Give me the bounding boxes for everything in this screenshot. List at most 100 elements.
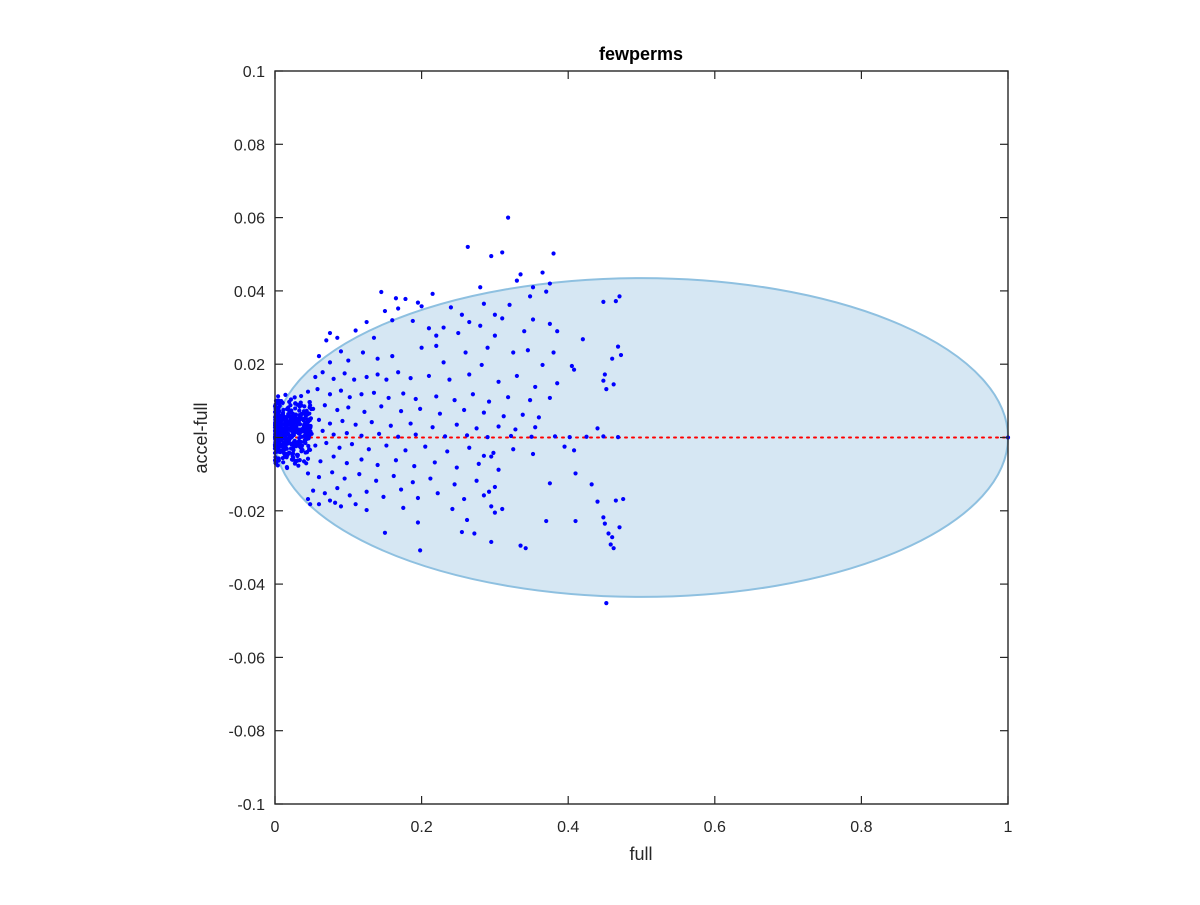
data-point — [316, 474, 322, 480]
data-point — [284, 455, 289, 460]
data-point — [403, 296, 408, 302]
data-point — [386, 395, 391, 401]
data-point — [410, 480, 415, 485]
data-point — [415, 520, 421, 525]
data-point — [441, 325, 446, 330]
data-point — [283, 392, 288, 398]
data-point — [465, 244, 470, 250]
data-point — [481, 493, 486, 498]
data-point — [470, 392, 476, 397]
data-point — [275, 463, 280, 468]
data-point — [514, 278, 519, 283]
data-point — [315, 387, 320, 392]
data-point — [306, 417, 311, 422]
data-point — [342, 371, 347, 376]
data-point — [604, 387, 609, 392]
data-point — [472, 531, 477, 536]
ticks-layer: 0 0.2 0.4 0.6 0.8 1 -0.1 -0.08 -0.06 -0.04 -0.02 0 0… — [229, 64, 1013, 836]
data-point — [320, 428, 325, 433]
data-point — [276, 433, 281, 438]
x-tick-label: 1 — [1004, 819, 1013, 836]
y-tick-label: 0.1 — [243, 64, 265, 81]
data-point — [522, 329, 527, 334]
data-point — [547, 281, 552, 286]
data-point — [601, 299, 606, 304]
data-point — [292, 395, 297, 400]
data-point — [275, 394, 281, 399]
data-point — [293, 401, 298, 406]
data-point — [398, 409, 404, 414]
data-point — [540, 270, 545, 275]
data-point — [552, 434, 558, 439]
data-point — [602, 521, 607, 526]
data-point — [419, 304, 424, 309]
data-point — [303, 440, 308, 446]
data-point — [530, 285, 536, 290]
x-tick-label: 0.2 — [410, 819, 432, 836]
data-point — [294, 427, 299, 432]
data-point — [299, 449, 304, 454]
data-point — [292, 420, 297, 425]
data-point — [307, 447, 312, 452]
data-point — [293, 444, 299, 449]
data-point — [313, 374, 318, 380]
data-point — [280, 434, 286, 440]
data-point — [615, 435, 621, 440]
y-tick-label: 0.04 — [234, 284, 265, 301]
data-point — [432, 460, 437, 465]
data-point — [496, 467, 501, 472]
data-point — [331, 454, 336, 459]
data-point — [360, 350, 366, 355]
data-point — [390, 318, 395, 323]
data-point — [523, 546, 528, 551]
data-point — [288, 446, 294, 451]
data-point — [611, 546, 616, 551]
data-point — [601, 515, 606, 520]
data-point — [282, 446, 288, 452]
data-point — [384, 377, 389, 382]
data-point — [316, 502, 322, 507]
data-point — [547, 321, 552, 326]
data-point — [276, 456, 281, 461]
data-point — [613, 498, 618, 503]
data-point — [359, 457, 364, 462]
data-point — [580, 337, 585, 342]
data-point — [352, 377, 357, 382]
data-point — [544, 518, 549, 524]
data-point — [282, 428, 288, 433]
data-point — [353, 502, 358, 507]
data-point — [330, 470, 335, 475]
data-point — [364, 319, 369, 325]
data-point — [492, 312, 497, 317]
data-point — [454, 465, 459, 470]
data-point — [398, 487, 404, 492]
data-point — [324, 440, 329, 446]
y-tick-label: 0.06 — [234, 211, 265, 228]
data-point — [606, 531, 611, 536]
data-point — [296, 463, 301, 468]
data-point — [276, 412, 281, 417]
data-point — [299, 403, 304, 408]
data-point — [305, 436, 310, 441]
data-point — [547, 481, 552, 486]
data-point — [608, 542, 613, 547]
data-point — [401, 391, 406, 396]
data-point — [533, 384, 538, 390]
data-point — [485, 435, 490, 440]
data-point — [362, 409, 367, 414]
data-point — [316, 354, 322, 359]
data-point — [297, 408, 302, 413]
data-point — [496, 424, 501, 429]
data-point — [489, 539, 494, 545]
data-point — [415, 495, 421, 501]
data-point — [544, 289, 549, 294]
data-point — [357, 472, 362, 477]
data-point — [492, 333, 497, 338]
data-point — [529, 434, 534, 439]
data-point — [533, 425, 538, 430]
data-point — [463, 350, 468, 355]
data-point — [331, 432, 336, 437]
data-point — [617, 294, 622, 299]
